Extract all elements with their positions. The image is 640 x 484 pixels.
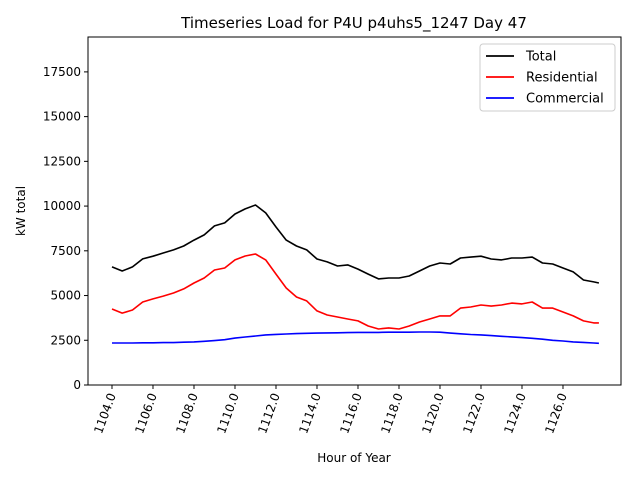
y-tick-label: 0 <box>73 378 81 392</box>
x-tick-label: 1116.0 <box>337 391 365 435</box>
y-tick-label: 12500 <box>43 154 81 168</box>
chart-title: Timeseries Load for P4U p4uhs5_1247 Day … <box>180 14 527 33</box>
y-axis: 0 2500 5000 7500 10000 12500 15000 17500 <box>43 65 88 392</box>
series-line-residential <box>111 253 599 330</box>
x-tick-label: 1120.0 <box>419 391 447 435</box>
x-tick-label: 1110.0 <box>214 391 242 435</box>
x-tick-label: 1122.0 <box>460 391 488 435</box>
x-tick-label: 1112.0 <box>255 391 283 435</box>
legend-label-residential: Residential <box>526 71 598 86</box>
y-tick-label: 10000 <box>43 199 81 213</box>
legend-box <box>479 43 616 112</box>
x-axis: 1104.0 1106.0 1108.0 1110.0 1112.0 1114.0 1116… <box>91 385 570 435</box>
x-tick-label: 1126.0 <box>542 391 570 435</box>
y-tick-label: 7500 <box>50 244 81 258</box>
axes-frame <box>87 36 622 386</box>
plot-area <box>111 204 600 345</box>
x-axis-label: Hour of Year <box>317 451 391 465</box>
y-tick-label: 15000 <box>43 110 81 124</box>
y-axis-label: kW total <box>14 186 28 236</box>
x-tick-label: 1108.0 <box>173 391 201 435</box>
y-tick-label: 5000 <box>50 289 81 303</box>
legend-label-commercial: Commercial <box>526 92 604 107</box>
y-tick-label: 2500 <box>50 333 81 347</box>
y-tick-label: 17500 <box>43 65 81 79</box>
legend: Total Residential Commercial <box>479 43 616 112</box>
x-tick-label: 1104.0 <box>91 391 119 435</box>
x-tick-label: 1118.0 <box>378 391 406 435</box>
x-tick-label: 1106.0 <box>132 391 160 435</box>
series-line-total <box>111 204 600 284</box>
x-tick-label: 1114.0 <box>296 391 324 435</box>
legend-label-total: Total <box>525 50 556 65</box>
x-tick-label: 1124.0 <box>501 391 529 435</box>
series-line-commercial <box>112 331 599 345</box>
